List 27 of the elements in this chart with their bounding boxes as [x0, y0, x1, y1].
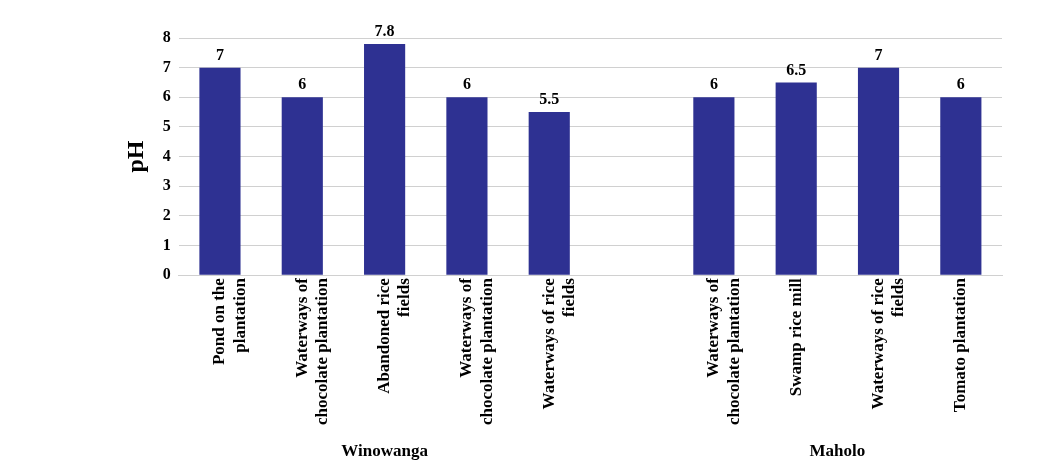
y-tick-label: 0 — [162, 265, 171, 283]
data-label: 7.8 — [374, 22, 395, 40]
y-tick-label: 4 — [162, 146, 171, 164]
x-tick-label: Pond on the plantation — [209, 277, 249, 366]
data-label: 6 — [956, 75, 965, 93]
y-tick-label: 6 — [162, 87, 171, 105]
y-tick-label: 2 — [162, 206, 171, 223]
data-label: 7 — [874, 45, 883, 63]
x-tick-label: Swamp rice mill — [785, 277, 805, 397]
data-label: 6.5 — [786, 60, 807, 78]
x-tick-label: Abandoned rice fields — [373, 277, 414, 394]
y-tick-label: 3 — [162, 176, 171, 194]
x-tick-label: Tomato plantation — [950, 277, 970, 413]
data-label: 7 — [215, 45, 224, 63]
y-tick-label: 8 — [162, 28, 171, 46]
data-label: 6 — [462, 75, 471, 93]
text: Winowanga — [341, 440, 429, 460]
y-tick-label: 5 — [162, 117, 171, 135]
y-tick-label: 1 — [162, 235, 171, 253]
y-axis-title: pH — [121, 140, 148, 173]
x-tick-label: Waterways of rice fields — [538, 277, 579, 410]
text: Maholo — [809, 440, 866, 460]
data-label: 6 — [709, 75, 718, 93]
data-label: 6 — [298, 75, 307, 93]
x-tick-label: Waterways of rice fields — [867, 277, 908, 410]
y-tick-label: 7 — [162, 57, 171, 75]
data-label: 5.5 — [539, 90, 560, 108]
